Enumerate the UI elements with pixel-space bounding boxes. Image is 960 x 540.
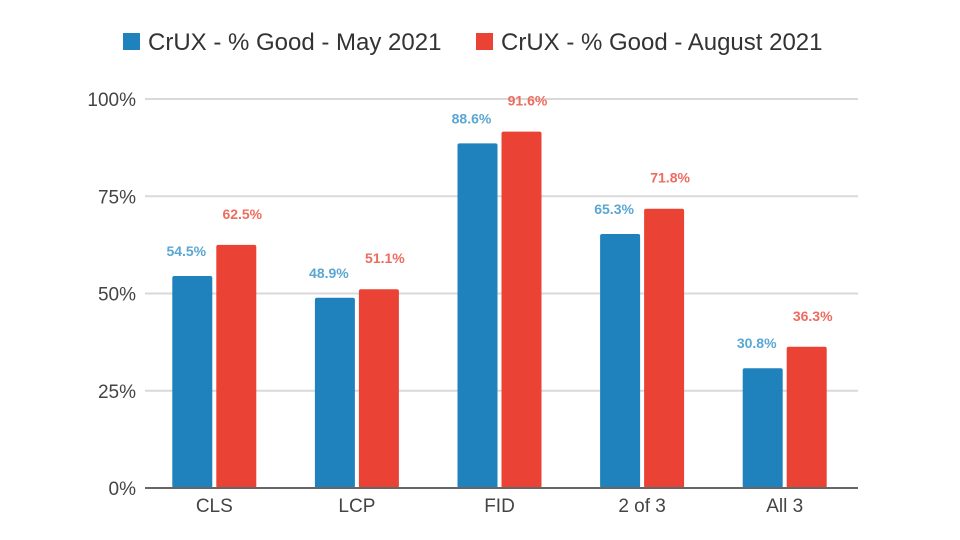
data-label: 48.9% [309,265,349,281]
bar-august [358,289,399,488]
x-category-label: 2 of 3 [618,496,666,517]
legend-label: CrUX - % Good - August 2021 [501,29,823,56]
x-category-label: FID [484,496,515,517]
y-tick-label: 0% [109,479,137,500]
x-category-label: CLS [196,496,233,517]
data-label: 51.1% [365,250,405,266]
x-category-label: All 3 [766,496,803,517]
data-label: 91.6% [508,93,548,109]
bar-may [172,275,213,488]
data-label: 88.6% [452,110,492,126]
bar-august [644,208,685,488]
data-label: 36.3% [793,308,833,324]
data-label: 54.5% [166,243,206,259]
y-tick-label: 50% [98,285,136,306]
bar-may [457,143,498,488]
bar-august [216,244,257,488]
y-tick-label: 100% [87,90,136,111]
data-label: 71.8% [650,170,690,186]
y-tick-label: 75% [98,187,136,208]
data-label: 30.8% [737,335,777,351]
bar-may [314,297,355,488]
bar-august [501,131,542,488]
y-tick-label: 25% [98,382,136,403]
x-category-label: LCP [338,496,375,517]
data-label: 65.3% [594,201,634,217]
legend-swatch-august [476,33,493,50]
bar-august [786,346,827,488]
bar-may [742,368,783,488]
data-label: 62.5% [222,206,262,222]
legend-label: CrUX - % Good - May 2021 [148,29,441,56]
legend-swatch-may [123,33,140,50]
bar-may [600,233,641,488]
